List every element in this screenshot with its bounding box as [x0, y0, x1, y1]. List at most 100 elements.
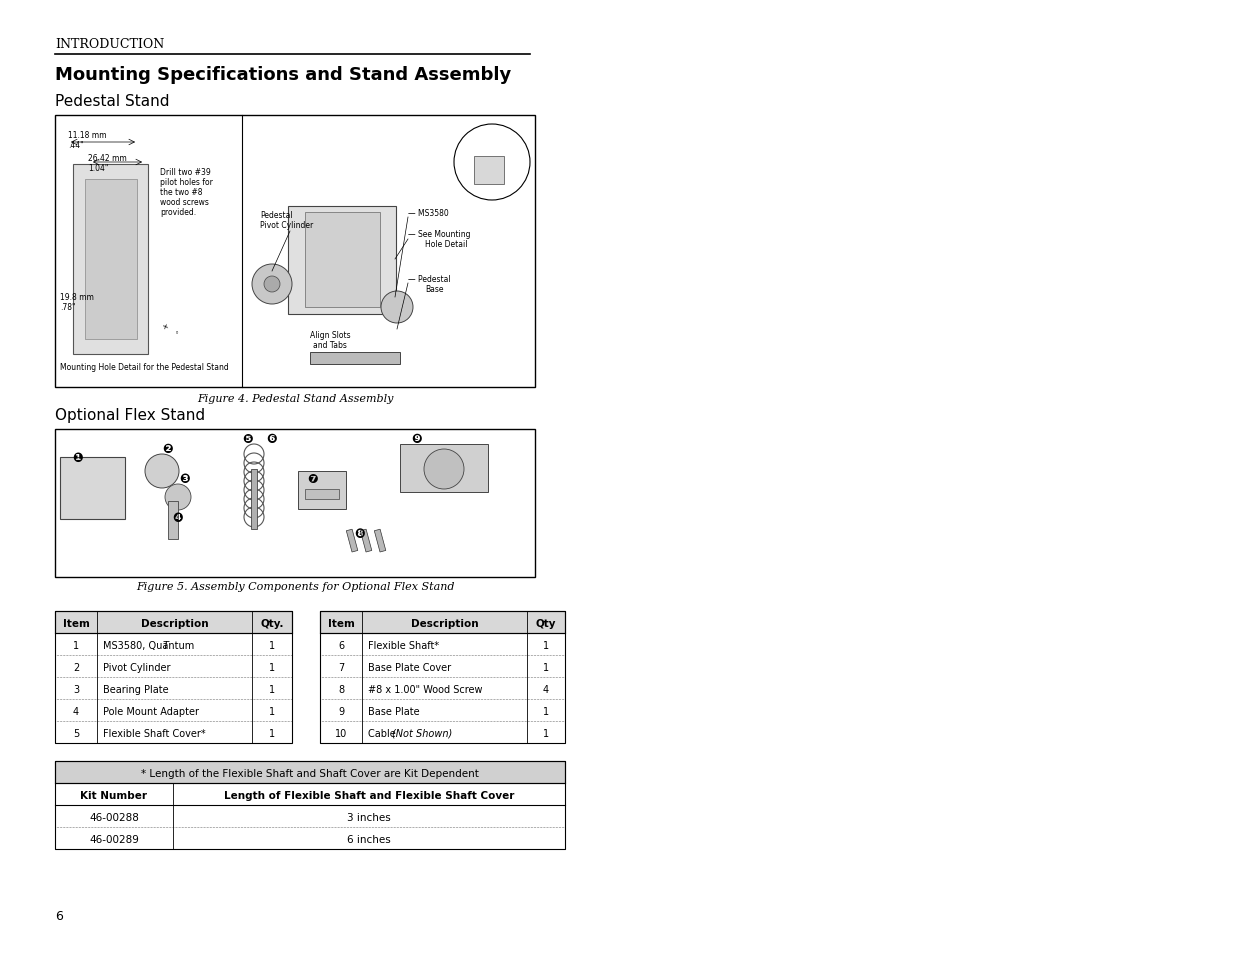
Text: 6: 6 — [338, 640, 345, 650]
Text: 1: 1 — [269, 640, 275, 650]
Bar — [56, 430, 535, 578]
Text: Base Plate Cover: Base Plate Cover — [368, 662, 451, 672]
Text: 1: 1 — [543, 662, 550, 672]
Text: Figure 5. Assembly Components for Optional Flex Stand: Figure 5. Assembly Components for Option… — [136, 581, 454, 592]
Text: 6 inches: 6 inches — [347, 834, 390, 844]
Text: Hole Detail: Hole Detail — [425, 240, 468, 249]
Text: Drill two #39: Drill two #39 — [161, 168, 211, 177]
Text: Flexible Shaft*: Flexible Shaft* — [368, 640, 440, 650]
Text: 10: 10 — [335, 728, 347, 739]
Text: 9: 9 — [338, 706, 345, 717]
Text: Optional Flex Stand: Optional Flex Stand — [56, 408, 205, 422]
Text: ❽: ❽ — [354, 527, 366, 540]
Text: Flexible Shaft Cover*: Flexible Shaft Cover* — [103, 728, 205, 739]
Bar — [56, 116, 535, 388]
Text: 1: 1 — [543, 728, 550, 739]
Text: ❺: ❺ — [243, 433, 253, 446]
Text: Bearing Plate: Bearing Plate — [103, 684, 169, 695]
Circle shape — [165, 484, 191, 511]
Text: Kit Number: Kit Number — [80, 790, 147, 801]
Text: pilot holes for: pilot holes for — [161, 178, 212, 187]
Text: ❶: ❶ — [73, 452, 83, 464]
Text: — See Mounting: — See Mounting — [408, 230, 471, 239]
Bar — [73, 165, 148, 355]
Bar — [361, 530, 372, 553]
Text: 6: 6 — [56, 909, 63, 923]
Bar — [305, 490, 338, 499]
Text: — MS3580: — MS3580 — [408, 209, 448, 218]
Text: Description: Description — [411, 618, 478, 628]
Text: * Length of the Flexible Shaft and Shaft Cover are Kit Dependent: * Length of the Flexible Shaft and Shaft… — [141, 768, 479, 779]
Text: T: T — [163, 640, 169, 650]
Bar — [56, 612, 291, 634]
Text: 5: 5 — [73, 728, 79, 739]
Bar — [374, 530, 385, 553]
Text: 1: 1 — [269, 684, 275, 695]
Text: 4: 4 — [73, 706, 79, 717]
Text: .78": .78" — [61, 303, 75, 312]
Bar — [56, 761, 564, 783]
Bar — [320, 612, 564, 634]
Circle shape — [454, 125, 530, 201]
Text: Pedestal
Pivot Cylinder: Pedestal Pivot Cylinder — [261, 211, 314, 230]
Bar — [56, 761, 564, 849]
Text: 1: 1 — [543, 706, 550, 717]
Text: wood screws: wood screws — [161, 198, 209, 207]
Text: 2: 2 — [73, 662, 79, 672]
Text: Item: Item — [63, 618, 89, 628]
Bar — [61, 457, 125, 519]
Circle shape — [424, 450, 464, 490]
Bar — [298, 472, 346, 510]
Text: INTRODUCTION: INTRODUCTION — [56, 38, 164, 51]
Text: (Not Shown): (Not Shown) — [391, 728, 452, 739]
Text: 7: 7 — [338, 662, 345, 672]
Text: ✕: ✕ — [162, 323, 169, 331]
Text: MS3580, Quantum: MS3580, Quantum — [103, 640, 194, 650]
Text: 46-00289: 46-00289 — [89, 834, 138, 844]
Bar — [168, 501, 178, 539]
Text: 8: 8 — [338, 684, 345, 695]
Bar — [305, 213, 380, 308]
Text: 3 inches: 3 inches — [347, 812, 390, 822]
Text: 4: 4 — [543, 684, 550, 695]
Text: Qty: Qty — [536, 618, 556, 628]
Circle shape — [252, 265, 291, 305]
Bar — [288, 207, 396, 314]
Text: 1: 1 — [269, 662, 275, 672]
Text: Item: Item — [327, 618, 354, 628]
Text: Mounting Specifications and Stand Assembly: Mounting Specifications and Stand Assemb… — [56, 66, 511, 84]
Text: Figure 4. Pedestal Stand Assembly: Figure 4. Pedestal Stand Assembly — [196, 394, 393, 403]
Text: 1: 1 — [73, 640, 79, 650]
Text: 46-00288: 46-00288 — [89, 812, 138, 822]
Text: ❸: ❸ — [179, 473, 190, 485]
Text: Description: Description — [141, 618, 209, 628]
Text: ◦: ◦ — [175, 330, 179, 335]
Text: Pivot Cylinder: Pivot Cylinder — [103, 662, 170, 672]
Bar — [474, 157, 504, 185]
Text: the two #8: the two #8 — [161, 188, 203, 196]
Text: ❼: ❼ — [308, 473, 319, 485]
Text: provided.: provided. — [161, 208, 196, 216]
Text: 1: 1 — [269, 728, 275, 739]
Circle shape — [144, 455, 179, 489]
Text: Pole Mount Adapter: Pole Mount Adapter — [103, 706, 199, 717]
Bar — [56, 612, 291, 743]
Bar — [346, 530, 358, 553]
Bar — [85, 180, 137, 339]
Text: Align Slots
and Tabs: Align Slots and Tabs — [310, 331, 351, 350]
Text: — Pedestal: — Pedestal — [408, 274, 451, 284]
Text: .44": .44" — [68, 141, 84, 150]
Bar — [251, 470, 257, 530]
Text: Cable: Cable — [368, 728, 399, 739]
Text: Base Plate: Base Plate — [368, 706, 420, 717]
Bar — [400, 444, 488, 493]
Text: Length of Flexible Shaft and Flexible Shaft Cover: Length of Flexible Shaft and Flexible Sh… — [224, 790, 514, 801]
Text: Pedestal Stand: Pedestal Stand — [56, 94, 169, 109]
Text: ❷: ❷ — [163, 442, 173, 456]
Circle shape — [382, 292, 412, 324]
Text: 1.04": 1.04" — [88, 164, 109, 172]
Text: ❻: ❻ — [267, 433, 278, 446]
Text: ❹: ❹ — [173, 512, 183, 524]
Text: 11.18 mm: 11.18 mm — [68, 131, 106, 140]
Text: 26.42 mm: 26.42 mm — [88, 153, 127, 163]
